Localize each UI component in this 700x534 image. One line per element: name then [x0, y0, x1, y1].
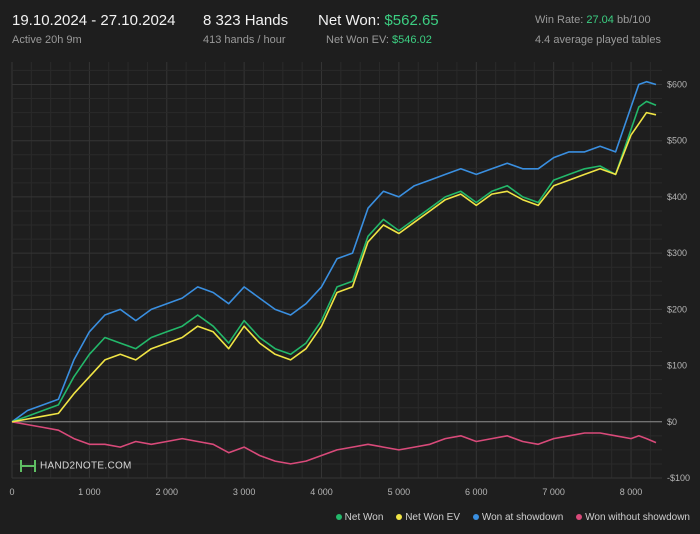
net-won-dot-icon [335, 514, 342, 521]
y-tick-label: $500 [667, 136, 687, 146]
hands-count: 8 323 Hands [203, 12, 289, 29]
x-tick-label: 4 000 [310, 487, 333, 497]
net-won-ev-dot-icon [396, 514, 403, 521]
legend-non-showdown-label: Won without showdown [585, 512, 690, 523]
non-showdown-dot-icon [576, 514, 583, 521]
x-tick-label: 8 000 [620, 487, 643, 497]
x-tick-label: 5 000 [388, 487, 411, 497]
active-time: Active 20h 9m [12, 34, 82, 46]
x-tick-label: 3 000 [233, 487, 256, 497]
logo-text: HAND2NOTE.COM [40, 460, 132, 472]
net-won-value: $562.65 [384, 12, 439, 29]
x-tick-label: 7 000 [542, 487, 565, 497]
hand2note-mark-icon [20, 460, 36, 472]
net-won-label: Net Won: [318, 12, 381, 29]
legend-showdown-label: Won at showdown [481, 512, 564, 523]
win-rate-unit: bb/100 [616, 14, 651, 26]
series-line-0 [11, 100, 657, 423]
y-tick-label: -$100 [667, 473, 690, 483]
hands-per-hour: 413 hands / hour [203, 34, 286, 46]
x-tick-label: 0 [9, 487, 14, 497]
legend-net-won-label: Net Won [344, 512, 384, 523]
win-rate-label: Win Rate: [535, 14, 584, 26]
net-won-ev-label: Net Won EV: [326, 34, 389, 46]
y-tick-label: $400 [667, 192, 687, 202]
y-tick-label: $200 [667, 304, 687, 314]
legend-net-won-ev[interactable]: Net Won EV [396, 512, 460, 523]
legend-net-won[interactable]: Net Won [335, 512, 384, 523]
x-tick-label: 2 000 [155, 487, 178, 497]
win-rate-value: 27.04 [586, 14, 614, 26]
y-tick-label: $600 [667, 79, 687, 89]
showdown-dot-icon [472, 514, 479, 521]
date-range: 19.10.2024 - 27.10.2024 [12, 12, 176, 29]
avg-tables: 4.4 average played tables [535, 34, 661, 46]
net-won-ev: Net Won EV: $546.02 [326, 34, 432, 46]
x-tick-label: 1 000 [78, 487, 101, 497]
net-won-ev-value: $546.02 [392, 34, 432, 46]
legend-showdown[interactable]: Won at showdown [472, 512, 564, 523]
stats-header: 19.10.2024 - 27.10.2024 Active 20h 9m 8 … [0, 0, 700, 60]
y-tick-label: $0 [667, 417, 677, 427]
win-rate: Win Rate: 27.04 bb/100 [535, 14, 651, 26]
y-tick-label: $300 [667, 248, 687, 258]
legend-non-showdown[interactable]: Won without showdown [576, 512, 690, 523]
series-line-1 [11, 111, 657, 423]
net-won: Net Won: $562.65 [318, 12, 439, 29]
y-tick-label: $100 [667, 361, 687, 371]
x-tick-label: 6 000 [465, 487, 488, 497]
chart-legend: Net Won Net Won EV Won at showdown Won w… [326, 512, 690, 523]
series-line-3 [11, 421, 657, 465]
series-line-2 [11, 80, 657, 423]
legend-net-won-ev-label: Net Won EV [405, 512, 461, 523]
hand2note-logo: HAND2NOTE.COM [20, 460, 132, 472]
